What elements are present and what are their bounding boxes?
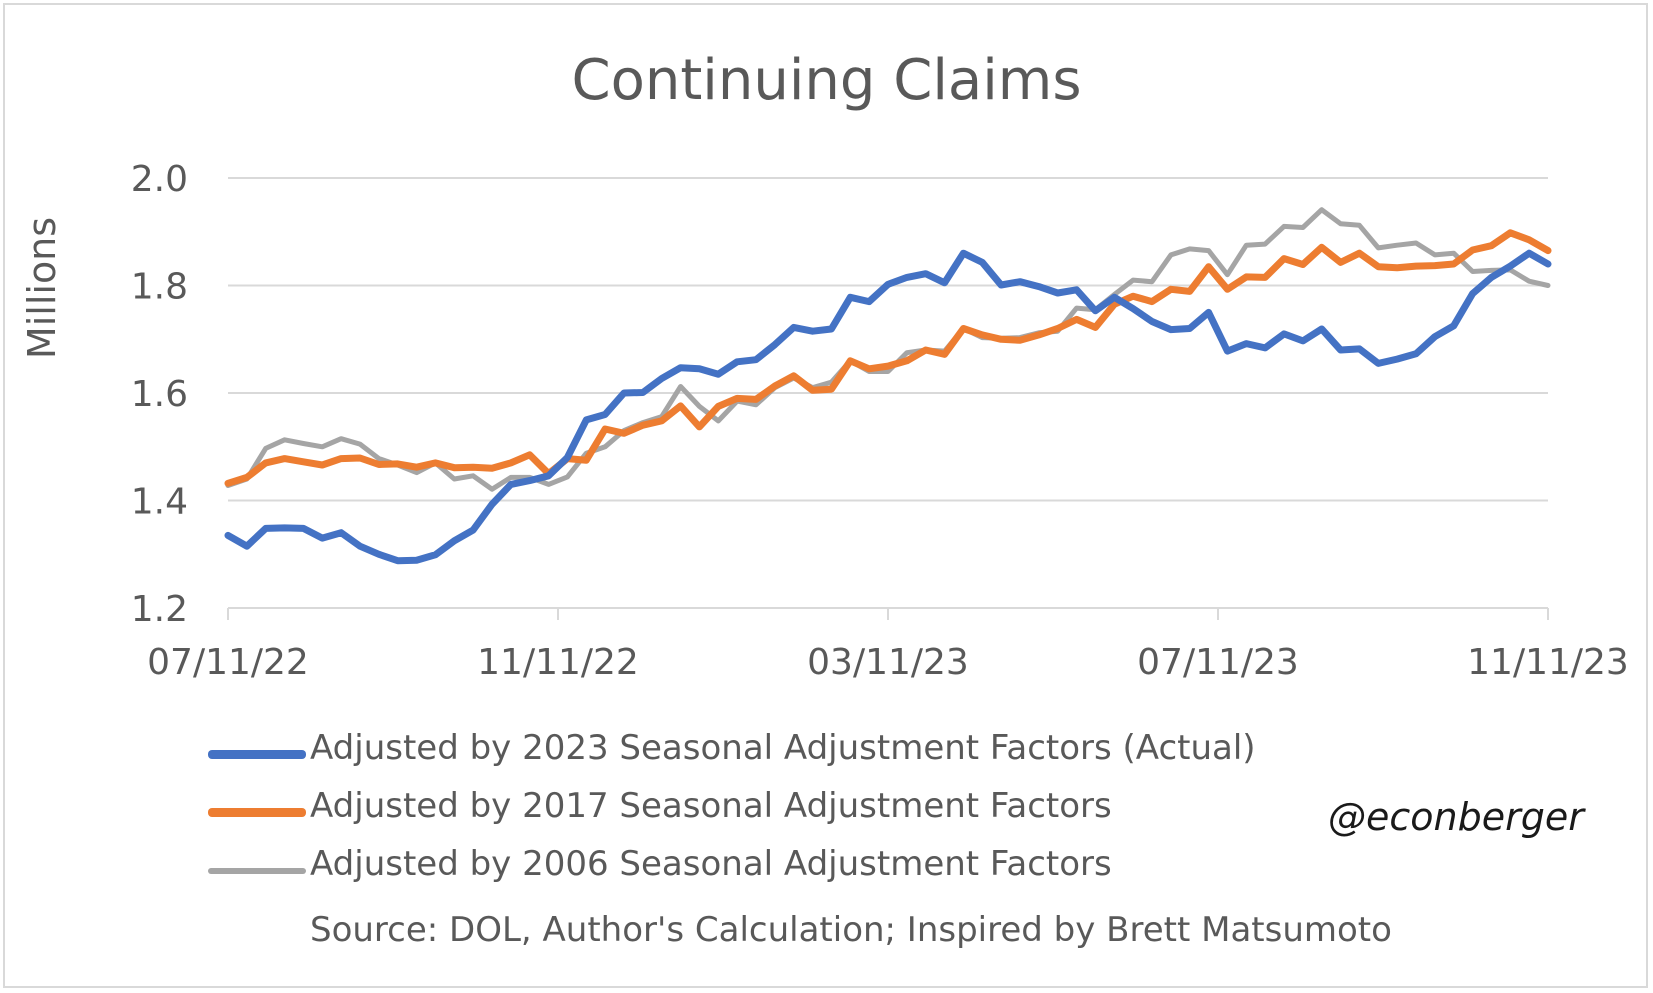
x-tick-label: 03/11/23: [807, 642, 969, 683]
y-tick-label: 1.8: [131, 267, 188, 308]
legend-item-2017: Adjusted by 2017 Seasonal Adjustment Fac…: [208, 786, 1408, 836]
legend-label-2017: Adjusted by 2017 Seasonal Adjustment Fac…: [310, 786, 1112, 826]
series-line-2023: [224, 249, 1552, 565]
series-lines: [224, 207, 1552, 565]
x-tick-label: 07/11/22: [147, 642, 309, 683]
chart-title: Continuing Claims: [571, 48, 1082, 113]
x-tick-label: 11/11/22: [477, 642, 639, 683]
x-tick-label: 07/11/23: [1137, 642, 1299, 683]
legend-swatch-2017: [208, 808, 306, 817]
y-tick-label: 1.4: [131, 482, 188, 523]
y-tick-label: 2.0: [131, 159, 188, 200]
series-line-2006: [225, 207, 1551, 492]
x-tick-labels: 07/11/22 11/11/22 03/11/23 07/11/23 11/11/23: [147, 642, 1629, 683]
x-tick-label: 11/11/23: [1467, 642, 1629, 683]
author-watermark: @econberger: [1328, 795, 1584, 839]
y-tick-label: 1.2: [131, 589, 188, 630]
legend-label-2023: Adjusted by 2023 Seasonal Adjustment Fac…: [310, 728, 1256, 768]
series-line-2017: [224, 229, 1552, 487]
legend-swatch-2023: [208, 750, 306, 759]
y-tick-label: 1.6: [131, 374, 188, 415]
legend-swatch-2006: [208, 868, 306, 874]
legend-item-2023: Adjusted by 2023 Seasonal Adjustment Fac…: [208, 728, 1408, 778]
legend-item-2006: Adjusted by 2006 Seasonal Adjustment Fac…: [208, 844, 1408, 894]
x-axis: [227, 607, 1549, 620]
legend-label-2006: Adjusted by 2006 Seasonal Adjustment Fac…: [310, 844, 1112, 884]
chart-frame: [3, 3, 1648, 988]
y-tick-labels: 2.0 1.8 1.6 1.4 1.2: [131, 159, 188, 630]
source-note: Source: DOL, Author's Calculation; Inspi…: [310, 910, 1392, 950]
